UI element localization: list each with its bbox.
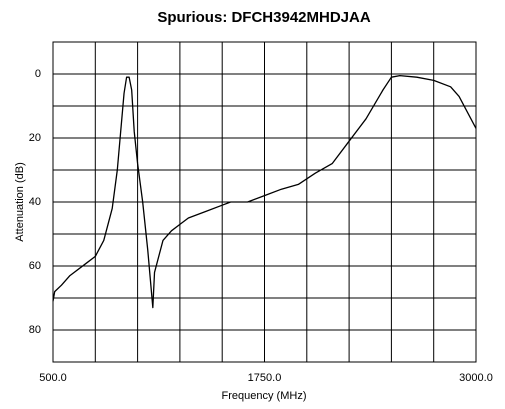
x-tick-label: 3000.0 — [459, 372, 493, 384]
y-tick-label: 80 — [29, 324, 41, 336]
x-tick-label: 500.0 — [39, 372, 67, 384]
plot-frame — [52, 41, 477, 363]
chart-title: Spurious: DFCH3942MHDJAA — [157, 9, 371, 26]
y-axis-label: Attenuation (dB) — [14, 162, 26, 242]
x-tick-label: 1750.0 — [248, 372, 282, 384]
y-tick-label: 40 — [29, 196, 41, 208]
y-tick-label: 0 — [35, 68, 41, 80]
data-line — [52, 74, 477, 309]
y-tick-label: 20 — [29, 132, 41, 144]
y-tick-label: 60 — [29, 260, 41, 272]
x-axis-label: Frequency (MHz) — [222, 390, 307, 402]
